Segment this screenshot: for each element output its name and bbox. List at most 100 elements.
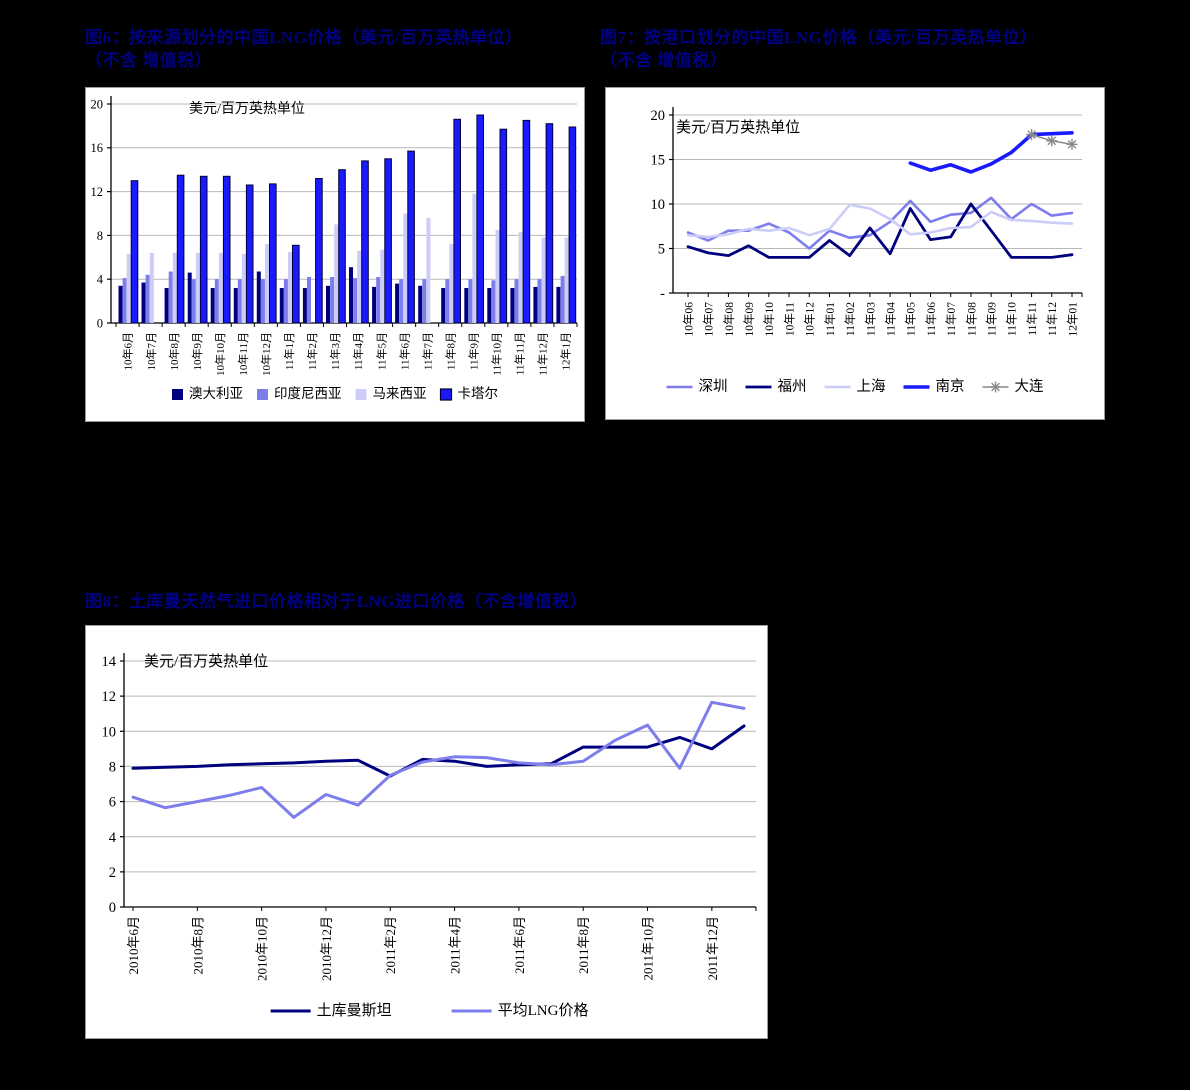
x-tick-label: 11年2月 bbox=[305, 332, 319, 370]
fig8-series-1 bbox=[131, 700, 746, 819]
bar bbox=[514, 279, 519, 323]
bar bbox=[288, 251, 292, 323]
x-tick-label: 11年8月 bbox=[443, 332, 457, 370]
bar bbox=[256, 271, 261, 323]
bar bbox=[126, 254, 131, 323]
bar bbox=[199, 175, 208, 324]
y-tick-label: 20 bbox=[91, 97, 104, 111]
y-tick-label: - bbox=[660, 286, 665, 302]
y-tick-label: 0 bbox=[109, 900, 116, 916]
x-tick-label: 11年01 bbox=[823, 302, 837, 336]
bar bbox=[279, 288, 284, 323]
y-tick-label: 10 bbox=[651, 197, 666, 213]
bar bbox=[499, 128, 508, 324]
x-tick-label: 2010年6月 bbox=[126, 916, 141, 975]
bar bbox=[422, 279, 427, 323]
legend-label: 深圳 bbox=[699, 378, 728, 395]
bar bbox=[403, 213, 408, 323]
bar bbox=[145, 274, 150, 323]
bar bbox=[380, 249, 385, 323]
legend-label: 福州 bbox=[778, 378, 807, 395]
fig8-unit-label: 美元/百万英热单位 bbox=[144, 652, 268, 670]
bar bbox=[265, 244, 269, 323]
x-tick-label: 11年4月 bbox=[351, 332, 365, 370]
legend-label: 马来西亚 bbox=[373, 386, 427, 401]
x-tick-label: 11年09 bbox=[985, 302, 999, 336]
fig6-title-line2: （不含 增值税） bbox=[85, 51, 213, 70]
y-tick-label: 4 bbox=[97, 273, 104, 287]
x-tick-label: 12年1月 bbox=[559, 332, 573, 371]
y-tick-label: 8 bbox=[109, 760, 116, 776]
x-tick-label: 11年08 bbox=[964, 302, 978, 336]
x-tick-label: 11年9月 bbox=[466, 332, 480, 370]
x-tick-label: 11年6月 bbox=[397, 332, 411, 370]
bar bbox=[122, 278, 127, 323]
bar bbox=[361, 160, 369, 324]
bar bbox=[449, 244, 454, 323]
fig6-series-0 bbox=[118, 267, 561, 323]
x-tick-label: 11年03 bbox=[863, 302, 877, 336]
fig8-title: 图8：土库曼天然气进口价格相对于LNG进口价格（不含增值税） bbox=[85, 590, 785, 613]
fig7-line-chart: - 5 10 15 20 美元/百万英热单位 10年06 10年07 10年08 10年09 10年… bbox=[651, 107, 1083, 395]
bar bbox=[399, 279, 404, 323]
bar bbox=[222, 175, 231, 324]
x-tick-label: 2011年8月 bbox=[576, 916, 591, 974]
x-tick-label: 11年3月 bbox=[328, 332, 342, 370]
bar bbox=[518, 232, 523, 323]
bar bbox=[357, 250, 362, 323]
x-tick-label: 11年10 bbox=[1005, 302, 1019, 336]
x-tick-label: 11年5月 bbox=[374, 332, 388, 370]
fig6-title-line1: 图6：按来源划分的中国LNG价格（美元/百万英热单位） bbox=[85, 28, 523, 47]
x-tick-label: 10年09 bbox=[742, 302, 756, 337]
bar bbox=[349, 267, 353, 323]
bar bbox=[384, 158, 392, 324]
bar bbox=[522, 119, 531, 324]
bar bbox=[233, 288, 238, 323]
legend-label: 印度尼西亚 bbox=[274, 386, 342, 401]
legend-label: 南京 bbox=[936, 378, 965, 395]
bar bbox=[302, 288, 307, 323]
y-tick-label: 12 bbox=[102, 689, 117, 705]
fig6-panel: 0 4 8 12 16 20 美元/百万英热单位 10年6月 10年7月 10年8月 10年9月 10… bbox=[85, 87, 585, 422]
bar bbox=[568, 126, 577, 324]
fig8-panel: 0 2 4 6 8 10 12 14 美元/百万英热单位 2010年6月 2010年8月 2010年1… bbox=[85, 625, 768, 1039]
bar bbox=[564, 237, 569, 323]
bar bbox=[245, 184, 254, 324]
bar bbox=[241, 254, 246, 323]
bar bbox=[214, 279, 219, 323]
y-tick-label: 15 bbox=[651, 153, 666, 169]
fig6-title: 图6：按来源划分的中国LNG价格（美元/百万英热单位） （不含 增值税） bbox=[85, 26, 605, 72]
bar bbox=[172, 252, 177, 323]
fig7-series-2 bbox=[686, 203, 1074, 239]
x-tick-label: 10年08 bbox=[722, 302, 736, 337]
y-tick-label: 10 bbox=[102, 724, 117, 740]
bar bbox=[395, 283, 400, 323]
legend-label: 土库曼斯坦 bbox=[317, 1002, 392, 1019]
fig6-legend: 澳大利亚 印度尼西亚 马来西亚 卡塔尔 bbox=[172, 386, 498, 401]
bar bbox=[237, 279, 242, 323]
y-tick-label: 6 bbox=[109, 795, 116, 811]
x-tick-label: 10年12 bbox=[803, 302, 817, 337]
x-tick-label: 2011年4月 bbox=[448, 916, 463, 974]
x-tick-label: 2011年12月 bbox=[705, 916, 720, 981]
x-tick-label: 11年04 bbox=[883, 302, 897, 336]
bar bbox=[495, 229, 500, 323]
fig7-series-3 bbox=[908, 131, 1074, 174]
x-tick-label: 2010年10月 bbox=[255, 916, 270, 981]
fig7-title-line1: 图7：按港口划分的中国LNG价格（美元/百万英热单位） bbox=[600, 28, 1038, 47]
x-tick-label: 2011年6月 bbox=[512, 916, 527, 974]
x-tick-label: 10年12月 bbox=[259, 332, 273, 376]
legend-swatch bbox=[172, 389, 183, 400]
bar bbox=[418, 285, 423, 323]
x-tick-label: 11年1月 bbox=[282, 332, 296, 370]
bar bbox=[468, 279, 473, 323]
bar bbox=[537, 279, 542, 323]
x-tick-label: 2010年12月 bbox=[319, 916, 334, 981]
bar bbox=[168, 271, 173, 323]
bar bbox=[533, 286, 538, 323]
x-tick-label: 2011年2月 bbox=[383, 916, 398, 974]
bar bbox=[141, 282, 146, 323]
legend-label: 上海 bbox=[857, 378, 886, 395]
bar bbox=[164, 288, 169, 323]
